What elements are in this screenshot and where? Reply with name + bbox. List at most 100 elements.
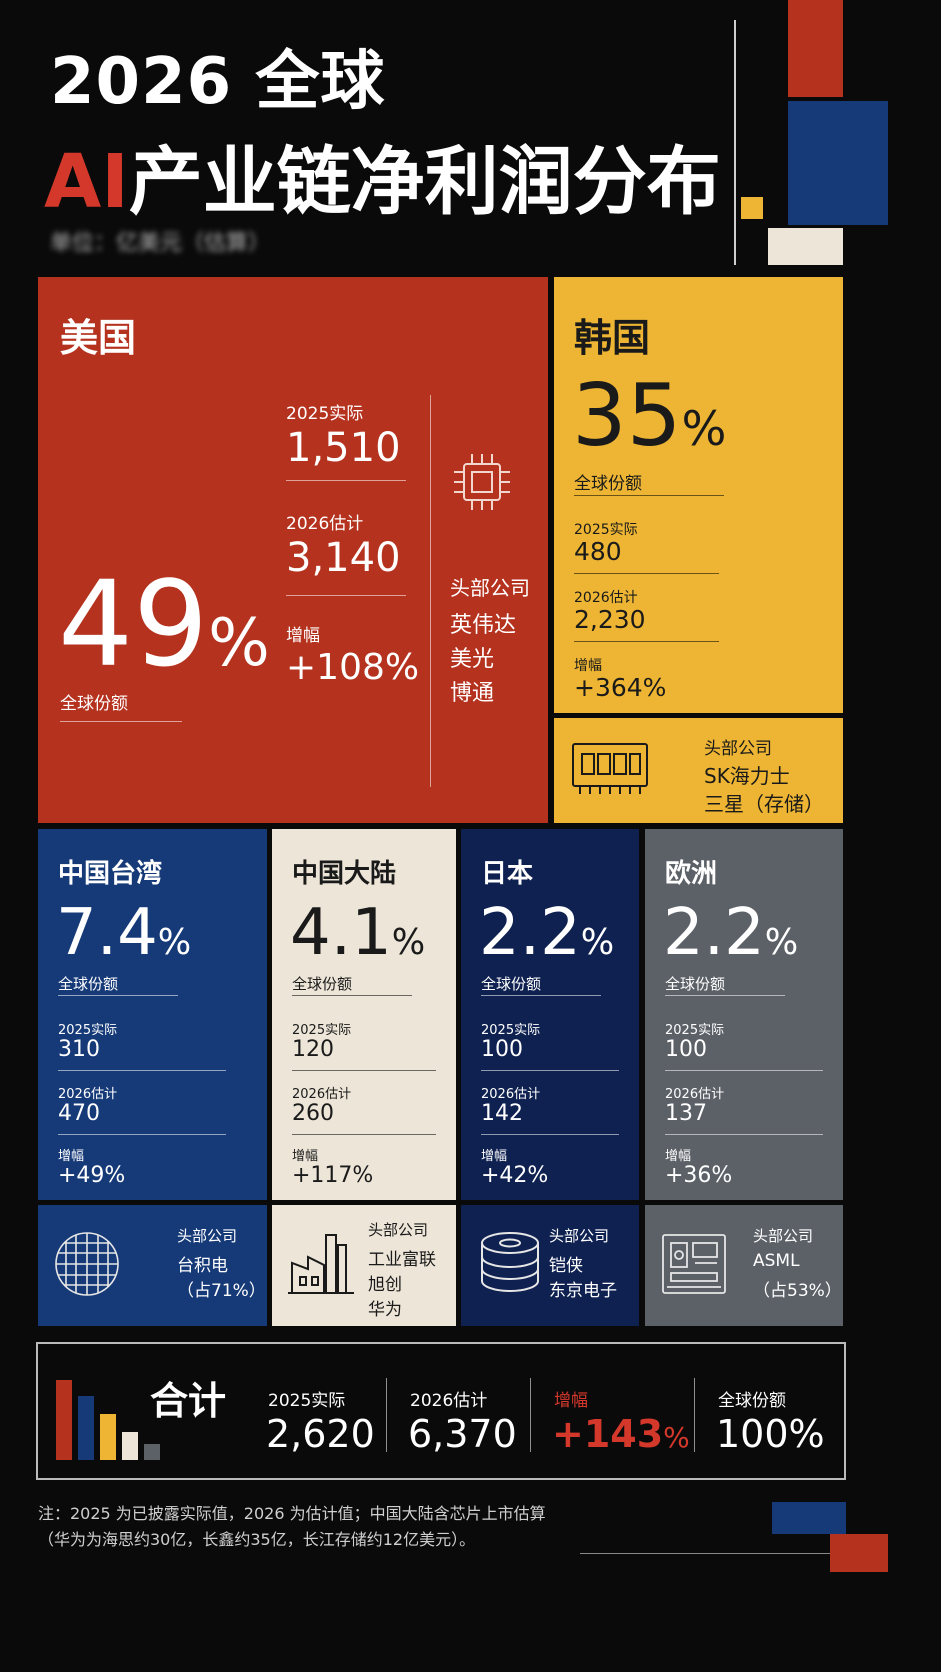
est-2026-value: 142 bbox=[481, 1101, 523, 1126]
panel-taiwan-companies: 头部公司 台积电 （占71%） bbox=[38, 1205, 267, 1326]
growth-value: +364% bbox=[574, 673, 667, 702]
company-name: 铠侠 bbox=[549, 1256, 583, 1276]
region-name: 日本 bbox=[481, 859, 534, 889]
factory-icon bbox=[286, 1229, 356, 1303]
share-value: 35% bbox=[572, 366, 727, 466]
growth-value: +42% bbox=[481, 1163, 549, 1188]
est-2026-label: 2026估计 bbox=[286, 514, 364, 534]
total-est-2026-value: 6,370 bbox=[408, 1412, 517, 1456]
total-share-label: 全球份额 bbox=[718, 1391, 786, 1411]
total-actual-2025-value: 2,620 bbox=[266, 1412, 375, 1456]
panel-europe: 欧洲 2.2% 全球份额 2025实际 100 2026估计 137 增幅 +3… bbox=[645, 829, 843, 1200]
panel-korea-companies: 头部公司 SK海力士 三星（存储） bbox=[554, 718, 843, 823]
title-rest: 产业链净利润分布 bbox=[128, 139, 721, 225]
divider bbox=[481, 1070, 619, 1071]
wafer-icon bbox=[52, 1229, 122, 1303]
panel-taiwan: 中国台湾 7.4% 全球份额 2025实际 310 2026估计 470 增幅 … bbox=[38, 829, 267, 1200]
decor-red-block bbox=[788, 0, 843, 97]
growth-label: 增幅 bbox=[481, 1149, 508, 1164]
divider bbox=[665, 1070, 823, 1071]
company-name: 工业富联 bbox=[368, 1250, 436, 1270]
decor-vertical-line bbox=[734, 20, 736, 265]
top-companies-label: 头部公司 bbox=[704, 739, 772, 759]
memory-module-icon bbox=[572, 743, 648, 794]
actual-2025-value: 1,510 bbox=[286, 425, 401, 471]
actual-2025-label: 2025实际 bbox=[286, 404, 364, 424]
est-2026-label: 2026估计 bbox=[665, 1087, 725, 1102]
divider bbox=[292, 1134, 436, 1135]
share-label: 全球份额 bbox=[60, 694, 128, 714]
title-ai: AI bbox=[44, 139, 129, 225]
total-est-2026-label: 2026估计 bbox=[410, 1391, 488, 1411]
company-micron: 美光 bbox=[450, 647, 495, 672]
actual-2025-label: 2025实际 bbox=[292, 1023, 352, 1038]
total-share-value: 100% bbox=[716, 1412, 825, 1456]
total-actual-2025-label: 2025实际 bbox=[268, 1391, 346, 1411]
company-broadcom: 博通 bbox=[450, 681, 495, 706]
divider bbox=[530, 1378, 531, 1452]
panel-mainland-china: 中国大陆 4.1% 全球份额 2025实际 120 2026估计 260 增幅 … bbox=[272, 829, 456, 1200]
divider bbox=[292, 1070, 436, 1071]
est-2026-label: 2026估计 bbox=[58, 1087, 118, 1102]
divider bbox=[386, 1378, 387, 1452]
company-name: （占53%） bbox=[753, 1281, 842, 1301]
share-label: 全球份额 bbox=[58, 975, 119, 993]
top-companies-label: 头部公司 bbox=[753, 1227, 814, 1245]
divider bbox=[481, 995, 601, 996]
title-line-1: 2026 全球 bbox=[50, 45, 386, 119]
actual-2025-value: 100 bbox=[481, 1037, 523, 1062]
share-value: 49% bbox=[58, 555, 270, 693]
actual-2025-label: 2025实际 bbox=[481, 1023, 541, 1038]
growth-value: +117% bbox=[292, 1163, 374, 1188]
share-label: 全球份额 bbox=[574, 474, 642, 494]
est-2026-label: 2026估计 bbox=[292, 1087, 352, 1102]
est-2026-value: 3,140 bbox=[286, 535, 401, 581]
decor-navy-bottom bbox=[772, 1502, 846, 1534]
actual-2025-value: 480 bbox=[574, 537, 622, 566]
company-name: 华为 bbox=[368, 1300, 402, 1320]
top-companies-label: 头部公司 bbox=[368, 1221, 429, 1239]
growth-label: 增幅 bbox=[574, 658, 602, 674]
total-growth-label: 增幅 bbox=[554, 1391, 588, 1411]
vertical-divider bbox=[430, 395, 431, 787]
est-2026-label: 2026估计 bbox=[574, 590, 638, 606]
silicon-ingot-icon bbox=[475, 1229, 545, 1303]
actual-2025-value: 310 bbox=[58, 1037, 100, 1062]
chip-icon bbox=[454, 454, 510, 510]
divider bbox=[292, 995, 412, 996]
panel-korea: 韩国 35% 全球份额 2025实际 480 2026估计 2,230 增幅 +… bbox=[554, 277, 843, 713]
divider bbox=[481, 1134, 619, 1135]
divider bbox=[60, 721, 182, 722]
region-name: 欧洲 bbox=[665, 859, 718, 889]
actual-2025-value: 120 bbox=[292, 1037, 334, 1062]
decor-red-bottom bbox=[830, 1534, 888, 1572]
unit-subtitle: 单位：亿美元（估算） bbox=[50, 231, 271, 256]
actual-2025-label: 2025实际 bbox=[665, 1023, 725, 1038]
share-value: 2.2% bbox=[479, 896, 615, 970]
totals-box: 合计 2025实际 2,620 2026估计 6,370 增幅 +143% 全球… bbox=[36, 1342, 846, 1480]
divider bbox=[574, 495, 724, 496]
lithography-machine-icon bbox=[659, 1229, 729, 1303]
growth-label: 增幅 bbox=[292, 1149, 319, 1164]
region-name: 韩国 bbox=[574, 316, 651, 360]
est-2026-label: 2026估计 bbox=[481, 1087, 541, 1102]
share-label: 全球份额 bbox=[665, 975, 726, 993]
company-samsung: 三星（存储） bbox=[704, 792, 824, 816]
panel-mainland-china-companies: 头部公司 工业富联 旭创 华为 bbox=[272, 1205, 456, 1326]
region-name: 中国台湾 bbox=[58, 859, 163, 889]
growth-label: 增幅 bbox=[58, 1149, 85, 1164]
panel-europe-companies: 头部公司 ASML （占53%） bbox=[645, 1205, 843, 1326]
divider bbox=[286, 595, 406, 596]
top-companies-label: 头部公司 bbox=[549, 1227, 610, 1245]
est-2026-value: 470 bbox=[58, 1101, 100, 1126]
panel-usa: 美国 49% 全球份额 2025实际 1,510 2026估计 3,140 增幅… bbox=[38, 277, 548, 823]
total-growth-value: +143% bbox=[552, 1412, 690, 1456]
decor-line-bottom bbox=[580, 1553, 830, 1554]
share-value: 4.1% bbox=[290, 896, 426, 970]
divider bbox=[574, 641, 719, 642]
est-2026-value: 137 bbox=[665, 1101, 707, 1126]
divider bbox=[58, 995, 178, 996]
decor-cream-block bbox=[768, 228, 843, 265]
decor-yellow-square bbox=[741, 197, 763, 219]
total-label: 合计 bbox=[150, 1379, 227, 1423]
